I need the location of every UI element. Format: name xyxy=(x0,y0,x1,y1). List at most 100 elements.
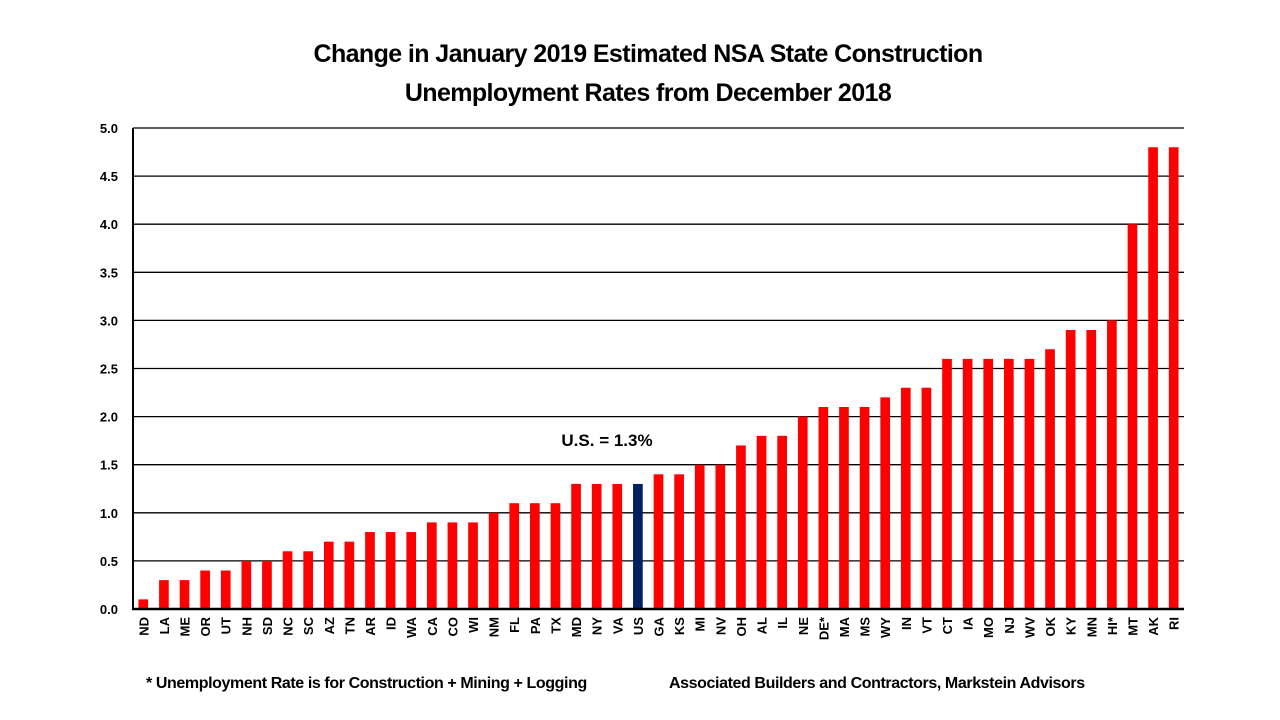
x-tick-label: AR xyxy=(363,616,378,635)
x-tick-label: US xyxy=(631,617,646,635)
x-tick-label: NM xyxy=(487,617,502,637)
bar-de xyxy=(818,406,829,609)
x-tick-label: NE xyxy=(796,617,811,635)
x-tick-label: WI xyxy=(466,617,481,633)
bar-az xyxy=(323,541,334,609)
y-tick-label: 2.0 xyxy=(100,410,118,425)
bar-ca xyxy=(426,522,437,609)
x-tick-label: NY xyxy=(590,617,605,635)
x-tick-label: NH xyxy=(239,617,254,636)
x-tick-label: MT xyxy=(1125,617,1140,636)
footnote-asterisk-note: * Unemployment Rate is for Construction … xyxy=(146,675,587,692)
bar-me xyxy=(179,580,190,609)
x-tick-label: SC xyxy=(301,616,316,635)
bar-vt xyxy=(921,387,932,609)
bar-mi xyxy=(694,464,705,609)
x-tick-label: AL xyxy=(755,617,770,634)
bar-highlight-us xyxy=(633,483,643,609)
x-tick-label: PA xyxy=(528,616,543,634)
chart-title-line-2: Unemployment Rates from December 2018 xyxy=(404,79,892,107)
y-tick-label: 2.5 xyxy=(100,362,118,377)
x-tick-label: MN xyxy=(1084,617,1099,637)
bar-mt xyxy=(1127,224,1138,609)
x-tick-label: OK xyxy=(1043,616,1058,636)
bar-ar xyxy=(365,532,375,609)
bar-sc xyxy=(303,551,314,609)
x-tick-label: NC xyxy=(281,616,296,635)
y-tick-label: 3.5 xyxy=(100,265,118,280)
x-tick-label: MO xyxy=(981,617,996,638)
x-tick-label: CO xyxy=(445,617,460,637)
bar-wa xyxy=(406,532,417,609)
bar-wi xyxy=(468,522,478,609)
x-tick-label: IN xyxy=(899,617,914,630)
x-tick-label: TN xyxy=(342,617,357,634)
x-tick-label: ME xyxy=(178,617,193,637)
bar-mn xyxy=(1086,330,1097,609)
bar-ms xyxy=(859,406,870,609)
bar-va xyxy=(612,483,623,609)
bar-or xyxy=(200,570,210,609)
bar-nv xyxy=(715,464,726,609)
bar-al xyxy=(756,435,767,609)
bar-id xyxy=(385,532,396,609)
x-tick-label: VA xyxy=(610,616,625,634)
x-tick-label: WV xyxy=(1022,617,1037,638)
x-tick-label: MS xyxy=(858,617,873,637)
x-tick-label: KS xyxy=(672,617,687,635)
x-tick-label: AK xyxy=(1146,616,1161,635)
y-tick-label: 5.0 xyxy=(100,121,118,136)
x-tick-label: NV xyxy=(713,617,728,635)
bar-tn xyxy=(344,541,355,609)
bar-nc xyxy=(282,551,293,609)
y-tick-label: 4.5 xyxy=(100,169,118,184)
x-tick-label: NJ xyxy=(1002,617,1017,634)
x-tick-label: MD xyxy=(569,617,584,637)
bar-in xyxy=(900,387,911,609)
bar-oh xyxy=(736,445,746,609)
bar-la xyxy=(159,580,169,609)
x-axis-tick-labels: ND LA ME OR UT NH SD NC SC AZ TN AR ID WA CA CO WI NM FL PA… xyxy=(136,616,1181,640)
x-tick-label: KY xyxy=(1064,617,1079,635)
x-tick-label: OR xyxy=(198,616,213,636)
bar-ky xyxy=(1065,330,1076,609)
bar-co xyxy=(447,522,458,609)
bar-ga xyxy=(653,474,664,609)
bar-nm xyxy=(488,512,499,609)
x-tick-label: RI xyxy=(1167,617,1182,630)
y-axis-tick-labels: 0.0 0.5 1.0 1.5 2.0 2.5 3.0 3.5 4.0 4.5 5.0 xyxy=(100,121,118,617)
bar-ne xyxy=(797,416,808,609)
y-tick-label: 1.0 xyxy=(100,506,118,521)
bar-ia xyxy=(962,358,973,609)
y-tick-label: 4.0 xyxy=(100,217,118,232)
bar-fl xyxy=(509,503,520,609)
bar-ks xyxy=(674,474,684,609)
bar-ak xyxy=(1148,147,1158,610)
x-tick-label: VT xyxy=(919,617,934,634)
chart-title-line-1: Change in January 2019 Estimated NSA Sta… xyxy=(313,40,983,68)
x-tick-label: MA xyxy=(837,616,852,637)
y-tick-label: 3.0 xyxy=(100,313,118,328)
bar-mo xyxy=(983,358,994,609)
bar-pa xyxy=(530,503,540,609)
x-tick-label: AZ xyxy=(322,617,337,634)
bar-sd xyxy=(262,560,272,609)
bar-nh xyxy=(241,560,252,609)
bar-nj xyxy=(1003,358,1014,609)
bar-ri xyxy=(1168,147,1179,610)
x-tick-label: GA xyxy=(652,616,667,636)
x-tick-label: UT xyxy=(219,617,234,634)
bar-tx xyxy=(550,503,561,609)
x-tick-label: FL xyxy=(507,617,522,633)
x-tick-label: CT xyxy=(940,617,955,634)
bar-nd xyxy=(138,599,149,609)
x-tick-label: SD xyxy=(260,617,275,635)
y-tick-label: 1.5 xyxy=(100,458,118,473)
y-tick-label: 0.0 xyxy=(100,602,118,617)
axes xyxy=(132,128,1184,611)
x-tick-label: ND xyxy=(136,617,151,636)
x-tick-label: MI xyxy=(693,617,708,631)
bar-hi xyxy=(1107,320,1117,609)
x-tick-label: IL xyxy=(775,617,790,629)
